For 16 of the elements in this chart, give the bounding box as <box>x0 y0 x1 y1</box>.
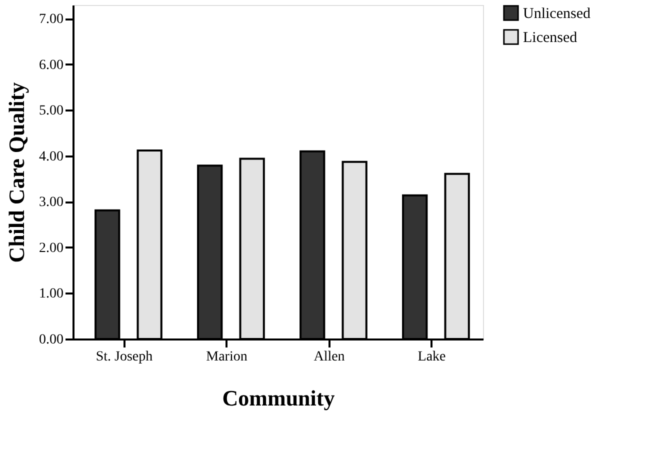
y-tick-label: 7.00 <box>39 12 64 28</box>
y-tick-label: 6.00 <box>39 58 64 73</box>
y-tick-label: 3.00 <box>39 195 64 210</box>
x-tick-label: St. Joseph <box>96 350 153 364</box>
y-tick-label: 5.00 <box>39 104 64 119</box>
y-tick-label: 0.00 <box>39 332 64 348</box>
y-axis-title: Child Care Quality <box>4 82 29 263</box>
legend-label: Licensed <box>523 30 578 46</box>
x-tick-label: Marion <box>206 350 248 364</box>
x-axis-title: Community <box>222 386 335 410</box>
x-tick-label: Lake <box>418 350 446 364</box>
legend-label: Unlicensed <box>523 6 591 22</box>
y-tick-label: 2.00 <box>39 240 64 256</box>
x-tick-label: Allen <box>314 350 345 364</box>
y-tick-label: 4.00 <box>39 149 64 164</box>
y-tick-label: 1.00 <box>39 286 64 302</box>
